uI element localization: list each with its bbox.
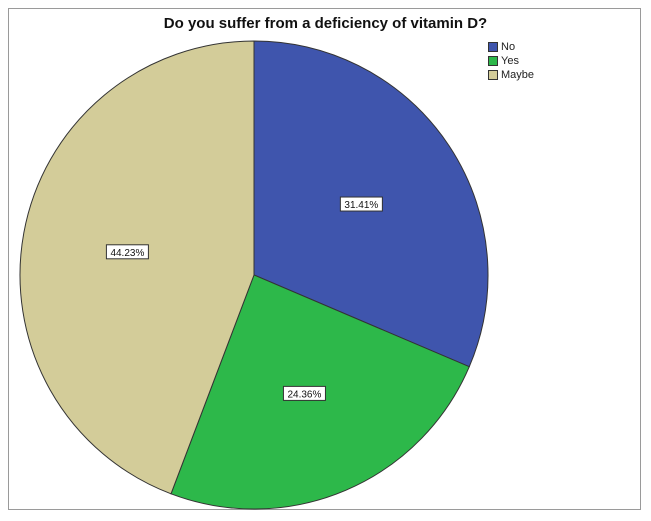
svg-text:24.36%: 24.36%: [287, 389, 321, 400]
legend-swatch-maybe: [488, 70, 498, 80]
legend-swatch-yes: [488, 56, 498, 66]
slice-label-yes: 24.36%: [282, 385, 326, 401]
slice-label-no: 31.41%: [339, 196, 383, 212]
pie-slice-maybe: [19, 40, 255, 495]
svg-text:31.41%: 31.41%: [344, 200, 378, 211]
legend-label-no: No: [501, 41, 516, 53]
legend-label-yes: Yes: [501, 55, 519, 67]
legend-label-maybe: Maybe: [501, 69, 535, 81]
legend-swatch-no: [488, 42, 498, 52]
legend-item-yes: Yes: [488, 54, 534, 68]
legend-item-no: No: [488, 40, 534, 54]
svg-text:44.23%: 44.23%: [110, 248, 144, 259]
chart-legend: No Yes Maybe: [488, 40, 534, 82]
legend-item-maybe: Maybe: [488, 68, 534, 82]
chart-title: Do you suffer from a deficiency of vitam…: [163, 15, 488, 32]
slice-label-maybe: 44.23%: [105, 244, 149, 260]
